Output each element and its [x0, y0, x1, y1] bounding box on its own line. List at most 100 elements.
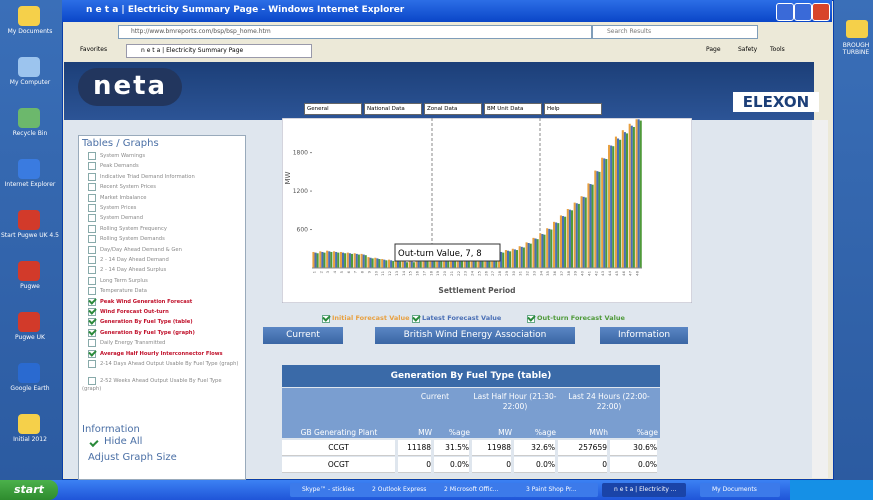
favorites[interactable]: Favorites [80, 46, 107, 53]
bar [569, 210, 571, 268]
sidebar-item[interactable]: System Prices [100, 204, 240, 212]
menu-dropdown[interactable]: BM Unit Data [484, 103, 542, 115]
toolbar-item[interactable]: Page [706, 46, 721, 53]
checkbox[interactable] [88, 235, 96, 243]
desktop-icon[interactable] [18, 261, 40, 281]
sidebar-item[interactable]: Generation By Fuel Type (table) [100, 318, 240, 326]
menu-dropdown[interactable]: General [304, 103, 362, 115]
sidebar-item[interactable]: Daily Energy Transmitted [100, 339, 240, 347]
nav-button[interactable]: British Wind Energy Association [375, 327, 575, 344]
checkbox[interactable] [88, 287, 96, 295]
checkbox[interactable] [88, 256, 96, 264]
sidebar-item[interactable]: Indicative Triad Demand Information [100, 173, 240, 181]
bar [323, 253, 325, 268]
hide-all[interactable]: Hide All [104, 436, 142, 447]
toolbar-item[interactable]: Tools [770, 46, 785, 53]
logo[interactable]: neta [78, 68, 182, 106]
bar [567, 209, 569, 268]
sidebar-item[interactable]: Generation By Fuel Type (graph) [100, 329, 240, 337]
sidebar-item[interactable]: Rolling System Demands [100, 235, 240, 243]
sidebar-title: Tables / Graphs [82, 138, 159, 149]
sidebar-item[interactable]: System Warnings [100, 152, 240, 160]
desktop-icon[interactable] [18, 414, 40, 434]
bar [413, 262, 415, 268]
sidebar-item[interactable]: Recent System Prices [100, 183, 240, 191]
checkbox[interactable] [88, 194, 96, 202]
bar [509, 251, 511, 268]
nav-button[interactable]: Information [600, 327, 688, 344]
x-tick-label: 47 [628, 270, 633, 275]
checkbox[interactable] [88, 152, 96, 160]
start-label[interactable]: start [14, 483, 44, 496]
desktop-icon[interactable] [18, 6, 40, 26]
bar [502, 253, 504, 268]
bar [560, 215, 562, 268]
sidebar-item[interactable]: Rolling System Frequency [100, 225, 240, 233]
adjust-size[interactable]: Adjust Graph Size [88, 452, 177, 463]
sidebar-item[interactable]: System Demand [100, 214, 240, 222]
sidebar-item[interactable]: 2 - 14 Day Ahead Demand [100, 256, 240, 264]
desktop-icon[interactable] [18, 159, 40, 179]
taskbar-task[interactable]: n e t a | Electricity ... [602, 483, 686, 497]
checkbox[interactable] [88, 246, 96, 254]
table-cell: OCGT [282, 457, 395, 473]
checkbox[interactable] [88, 183, 96, 191]
desktop-icon[interactable] [18, 57, 40, 77]
icon-label: My Computer [0, 79, 60, 86]
checkbox[interactable] [88, 204, 96, 212]
x-tick-label: 13 [394, 270, 399, 275]
sidebar-item[interactable]: Wind Forecast Out-turn [100, 308, 240, 316]
sidebar-item[interactable]: Temperature Data [100, 287, 240, 295]
desktop-icon[interactable] [18, 312, 40, 332]
bar [406, 262, 408, 268]
search-box[interactable]: Search Results [592, 25, 758, 39]
x-tick-label: 46 [621, 270, 626, 275]
bar [629, 124, 631, 268]
checkbox[interactable] [88, 225, 96, 233]
checkbox[interactable] [88, 214, 96, 222]
x-tick-label: 23 [463, 270, 468, 275]
desktop-icon[interactable] [18, 108, 40, 128]
toolbar-item[interactable]: Safety [738, 46, 757, 53]
desktop-icon[interactable] [18, 363, 40, 383]
sidebar-item[interactable]: Peak Wind Generation Forecast [100, 298, 240, 306]
bar [553, 222, 555, 268]
taskbar-task[interactable]: 2 Microsoft Offic... [432, 483, 516, 497]
checkbox[interactable] [88, 162, 96, 170]
window-button[interactable] [812, 3, 830, 21]
sidebar-item[interactable]: Peak Demands [100, 162, 240, 170]
bar [564, 217, 566, 268]
sidebar-item[interactable]: 2-14 Days Ahead Output Usable By Fuel Ty… [82, 360, 242, 368]
sidebar-item[interactable]: Average Half Hourly Interconnector Flows [100, 350, 240, 358]
bar [555, 222, 557, 268]
scrollbar[interactable] [812, 120, 828, 478]
menu-dropdown[interactable]: Help [544, 103, 602, 115]
sidebar-item[interactable]: Long Term Surplus [100, 277, 240, 285]
sidebar-item[interactable]: 2 - 14 Day Ahead Surplus [100, 266, 240, 274]
desktop-icon[interactable] [18, 210, 40, 230]
tab[interactable]: n e t a | Electricity Summary Page [126, 44, 312, 58]
window-button[interactable] [794, 3, 812, 21]
checkbox[interactable] [88, 173, 96, 181]
bar [512, 249, 514, 268]
bar [507, 251, 509, 268]
menu-dropdown[interactable]: National Data [364, 103, 422, 115]
checkbox[interactable] [88, 339, 96, 347]
x-tick-label: 10 [373, 270, 378, 275]
window-button[interactable] [776, 3, 794, 21]
taskbar-task[interactable]: My Documents [700, 483, 780, 497]
address-bar[interactable]: http://www.bmreports.com/bsp/bsp_home.ht… [118, 25, 592, 39]
desktop-icon[interactable] [846, 20, 868, 38]
sidebar-item[interactable]: Market Imbalance [100, 194, 240, 202]
menu-dropdown[interactable]: Zonal Data [424, 103, 482, 115]
checkbox[interactable] [88, 277, 96, 285]
table-header: MW [398, 428, 432, 437]
table-cell: 0.0% [610, 457, 657, 473]
sidebar-item[interactable]: Day/Day Ahead Demand & Gen [100, 246, 240, 254]
brand[interactable]: ELEXON [733, 92, 819, 112]
nav-button[interactable]: Current [263, 327, 343, 344]
taskbar-task[interactable]: 3 Paint Shop Pr... [514, 483, 598, 497]
sidebar-item[interactable]: 2-52 Weeks Ahead Output Usable By Fuel T… [82, 377, 242, 393]
bar [340, 252, 342, 268]
checkbox[interactable] [88, 266, 96, 274]
